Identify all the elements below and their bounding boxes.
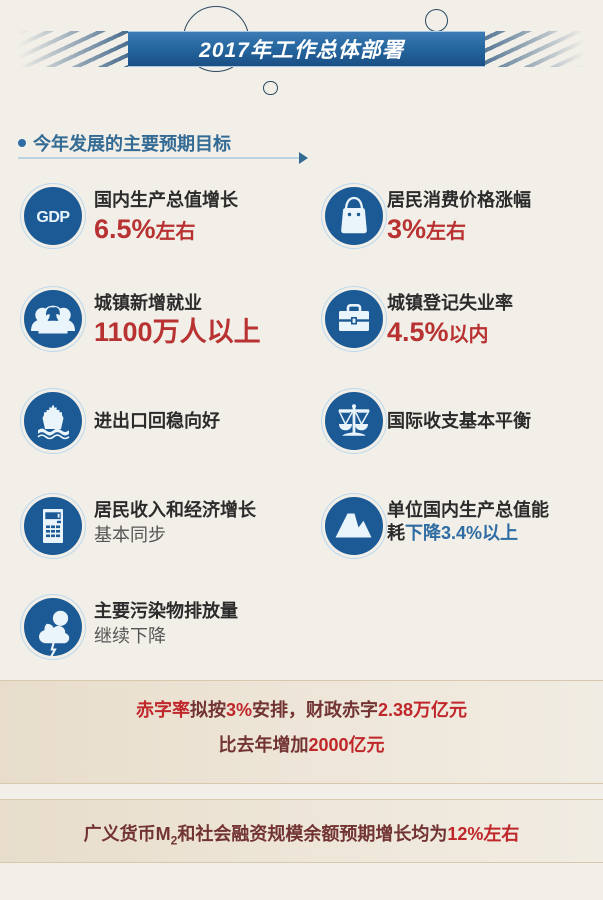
svg-text:GDP: GDP	[36, 209, 70, 226]
